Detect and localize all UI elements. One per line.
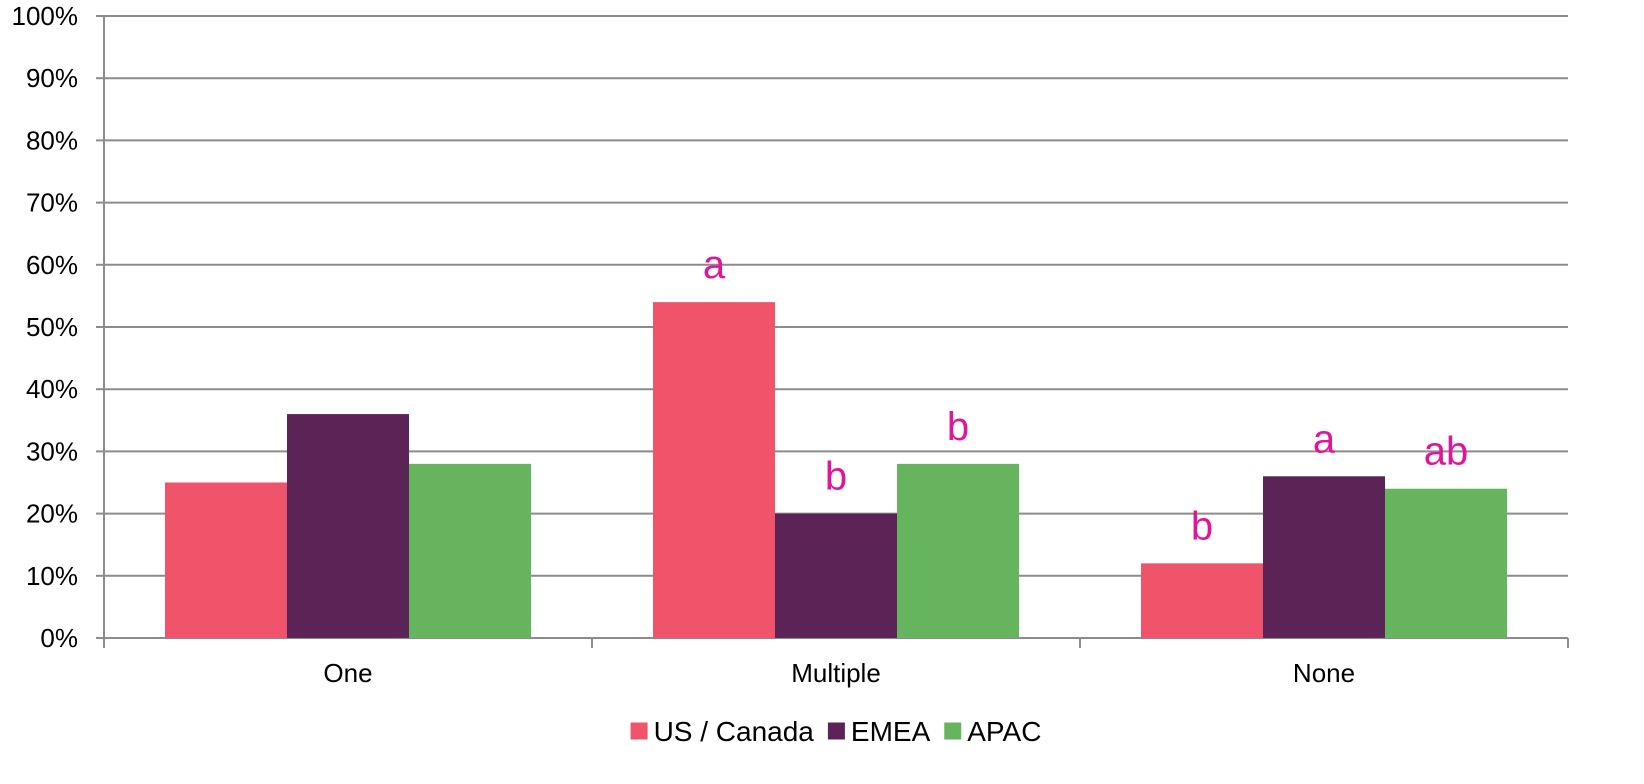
y-tick-label: 90% — [26, 63, 78, 93]
y-axis: 0% 10% 20% 30% 40% 50% 60% 70% 80% 90% 100% — [12, 1, 105, 653]
legend-swatch — [630, 722, 648, 740]
bar — [165, 482, 287, 638]
legend-item: EMEA — [827, 716, 931, 747]
significance-label: ab — [1424, 430, 1469, 474]
x-category-label: One — [323, 658, 372, 688]
legend-swatch — [827, 722, 845, 740]
legend-label: EMEA — [851, 716, 931, 747]
bar — [1141, 563, 1263, 638]
legend-item: APAC — [944, 716, 1041, 747]
y-tick-label: 30% — [26, 436, 78, 466]
legend-swatch — [944, 722, 962, 740]
significance-label: a — [1313, 417, 1336, 461]
legend-label: APAC — [967, 716, 1041, 747]
bar — [897, 463, 1019, 638]
y-tick-label: 100% — [12, 1, 79, 31]
x-axis: One Multiple None — [103, 637, 1569, 688]
y-tick-label: 80% — [26, 125, 78, 155]
bar — [653, 302, 775, 638]
y-tick-label: 50% — [26, 312, 78, 342]
significance-label: b — [1191, 504, 1213, 548]
x-category-label: Multiple — [791, 658, 881, 688]
legend-label: US / Canada — [654, 716, 815, 747]
y-tick-label: 10% — [26, 561, 78, 591]
y-tick-label: 20% — [26, 499, 78, 529]
significance-label: a — [703, 243, 726, 287]
bars — [165, 302, 1507, 638]
x-category-label: None — [1293, 658, 1355, 688]
significance-label: b — [825, 455, 847, 499]
bar — [1385, 488, 1507, 638]
y-tick-label: 60% — [26, 250, 78, 280]
bar — [1263, 476, 1385, 638]
y-tick-label: 40% — [26, 374, 78, 404]
y-tick-label: 70% — [26, 188, 78, 218]
bar — [287, 414, 409, 638]
bar — [409, 463, 531, 638]
y-tick-label: 0% — [40, 623, 78, 653]
legend: US / Canada EMEA APAC — [630, 716, 1041, 747]
legend-item: US / Canada — [630, 716, 815, 747]
bar — [775, 513, 897, 638]
significance-label: b — [947, 405, 969, 449]
